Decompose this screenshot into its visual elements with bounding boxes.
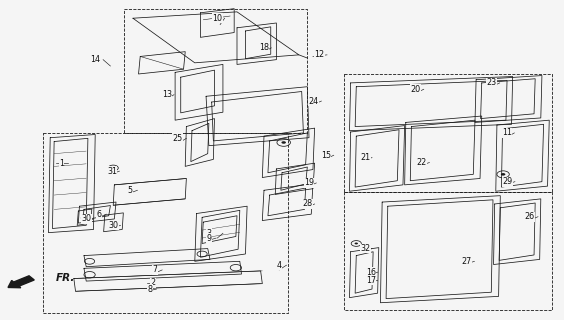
Text: 9: 9 — [206, 234, 212, 243]
Text: 26: 26 — [525, 212, 535, 221]
Text: 25: 25 — [173, 134, 183, 143]
FancyArrow shape — [8, 276, 34, 288]
Text: 5: 5 — [127, 186, 133, 195]
Text: 22: 22 — [416, 158, 426, 167]
Text: 30: 30 — [108, 221, 118, 230]
Text: 14: 14 — [90, 55, 100, 64]
Text: 1: 1 — [59, 159, 64, 168]
Text: 15: 15 — [321, 151, 331, 160]
Text: 28: 28 — [302, 199, 312, 208]
Text: 3: 3 — [206, 229, 212, 238]
Circle shape — [109, 220, 117, 224]
Text: 6: 6 — [96, 210, 102, 219]
Text: FR.: FR. — [56, 273, 75, 283]
Text: 18: 18 — [259, 43, 269, 52]
Text: 2: 2 — [150, 278, 155, 287]
Text: 32: 32 — [360, 244, 371, 253]
Text: 17: 17 — [366, 276, 376, 285]
Circle shape — [281, 141, 286, 144]
Circle shape — [112, 167, 115, 169]
Text: 30: 30 — [81, 214, 91, 223]
Text: 11: 11 — [502, 128, 512, 137]
Text: 16: 16 — [366, 268, 376, 277]
Text: 4: 4 — [277, 261, 281, 270]
Text: 13: 13 — [162, 90, 171, 99]
Text: 12: 12 — [315, 50, 325, 59]
Text: 8: 8 — [147, 284, 152, 293]
Text: 20: 20 — [411, 85, 421, 94]
Text: 7: 7 — [153, 265, 158, 275]
Text: 31: 31 — [107, 167, 117, 176]
Text: 24: 24 — [309, 97, 319, 106]
Text: 27: 27 — [461, 257, 472, 266]
Text: 10: 10 — [212, 14, 222, 23]
Circle shape — [355, 243, 358, 244]
Text: 29: 29 — [502, 177, 512, 186]
Text: 19: 19 — [304, 179, 314, 188]
Text: 21: 21 — [360, 153, 371, 162]
Circle shape — [501, 173, 505, 176]
Text: 23: 23 — [487, 78, 497, 87]
